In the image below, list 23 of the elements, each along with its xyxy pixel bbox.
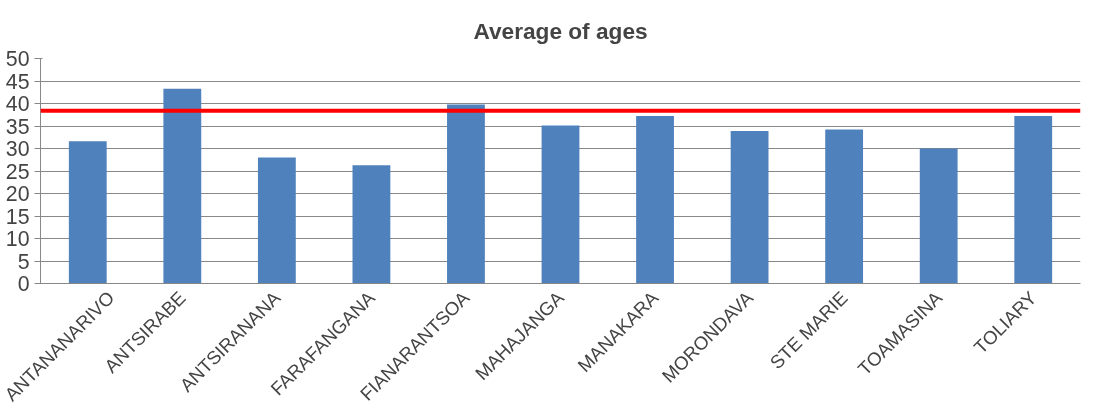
- y-tick-label: 35: [5, 114, 30, 139]
- bar: [68, 141, 107, 284]
- bar: [919, 148, 958, 284]
- bar: [541, 125, 580, 284]
- bar: [825, 129, 864, 284]
- bar: [1014, 116, 1053, 284]
- y-tick-label: 10: [5, 227, 30, 251]
- y-tick-label: 15: [5, 204, 30, 229]
- bar: [257, 157, 296, 284]
- bar: [163, 88, 202, 284]
- y-tick-label: 45: [5, 69, 30, 94]
- y-tick-label: 0: [17, 272, 30, 296]
- y-tick-label: 5: [17, 249, 30, 274]
- bar: [352, 165, 391, 284]
- y-tick-label: 50: [5, 47, 30, 71]
- y-tick-label: 20: [5, 182, 30, 206]
- bar: [447, 104, 485, 284]
- bar: [636, 116, 674, 284]
- chart-title: Average of ages: [473, 17, 648, 44]
- bar: [730, 130, 769, 284]
- y-tick-label: 30: [5, 137, 30, 161]
- y-tick-label: 25: [5, 159, 30, 184]
- y-tick-label: 40: [5, 92, 30, 116]
